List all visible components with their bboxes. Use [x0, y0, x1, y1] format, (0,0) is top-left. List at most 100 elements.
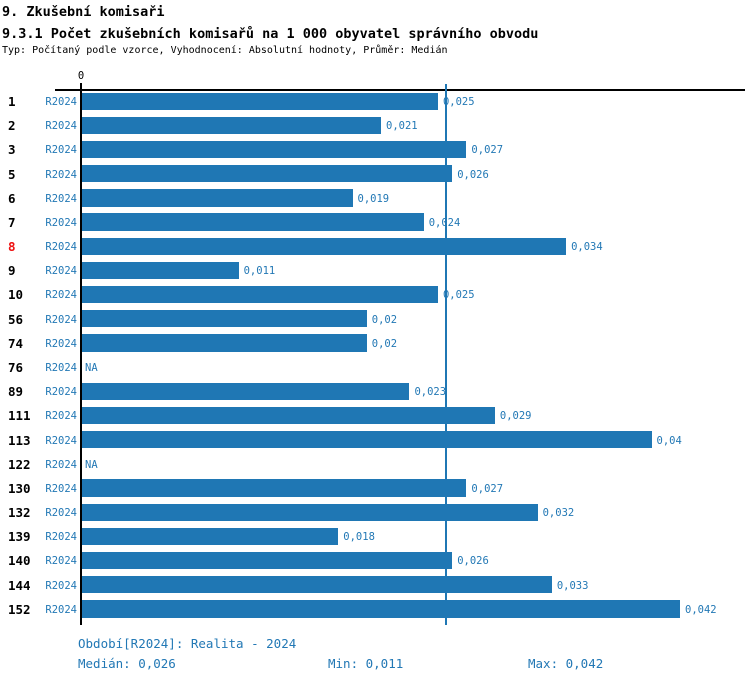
footer-period: Období[R2024]: Realita - 2024: [78, 636, 297, 651]
chart-row: 3 R2024 0,027: [0, 138, 750, 162]
footer-max: Max: 0,042: [528, 656, 604, 671]
row-period-label: R2024: [45, 144, 77, 157]
chart-row: 113 R2024 0,04: [0, 429, 750, 453]
value-bar: [82, 527, 339, 546]
bar-value-label: 0,025: [442, 289, 475, 302]
row-category-label: 9: [8, 263, 16, 279]
value-bar: [82, 406, 495, 425]
chart-row: 89 R2024 0,023: [0, 380, 750, 404]
chart-subtitle: 9.3.1 Počet zkušebních komisařů na 1 000…: [2, 26, 539, 42]
row-na-label: NA: [85, 458, 98, 471]
row-category-label: 74: [8, 335, 24, 351]
row-period-label: R2024: [45, 289, 77, 302]
bar-value-label: 0,023: [414, 386, 447, 399]
bar-value-label: 0,034: [571, 241, 603, 254]
row-category-label: 111: [8, 408, 31, 424]
bar-value-label: 0,029: [499, 410, 532, 423]
row-period-label: R2024: [45, 531, 77, 544]
chart-row: 10 R2024 0,025: [0, 283, 750, 307]
chart-row: 9 R2024 0,011: [0, 259, 750, 283]
chart-row: 74 R2024 0,02: [0, 332, 750, 356]
row-period-label: R2024: [45, 603, 77, 616]
value-bar: [82, 92, 438, 110]
row-category-label: 139: [8, 529, 31, 545]
value-bar: [82, 600, 680, 618]
row-category-label: 10: [8, 287, 24, 303]
footer-min: Min: 0,011: [328, 656, 404, 671]
axis-baseline: [80, 83, 82, 625]
row-category-label: 113: [8, 432, 31, 448]
row-period-label: R2024: [45, 216, 77, 229]
row-category-label: 130: [8, 480, 31, 496]
bar-value-label: 0,042: [685, 603, 717, 616]
axis-top-line: [55, 89, 745, 91]
chart-meta-info: Typ: Počítaný podle vzorce, Vyhodnocení:…: [2, 45, 448, 56]
row-period-label: R2024: [45, 555, 77, 568]
value-bar: [82, 116, 381, 134]
value-bar: [82, 165, 453, 183]
value-bar: [82, 310, 367, 328]
row-category-label: 140: [8, 553, 31, 569]
row-category-label: 132: [8, 505, 31, 521]
row-period-label: R2024: [45, 458, 77, 471]
bar-value-label: 0,018: [343, 531, 375, 544]
chart-row: 130 R2024 0,027: [0, 477, 750, 501]
chart-row: 139 R2024 0,018: [0, 525, 750, 549]
chart-row: 6 R2024 0,019: [0, 187, 750, 211]
chart-row: 2 R2024 0,021: [0, 114, 750, 138]
row-category-label: 6: [8, 190, 16, 206]
bar-value-label: 0,021: [386, 120, 418, 133]
chart-row: 111 R2024 0,029: [0, 404, 750, 428]
row-na-label: NA: [85, 361, 98, 374]
row-period-label: R2024: [45, 410, 77, 423]
row-category-label: 56: [8, 311, 24, 327]
axis-zero-tick-label: 0: [77, 70, 85, 82]
bar-value-label: 0,019: [357, 192, 390, 205]
value-bar: [82, 261, 239, 280]
chart-row: 144 R2024 0,033: [0, 574, 750, 598]
chart-title: 9. Zkušební komisaři: [2, 4, 165, 20]
row-category-label: 76: [8, 359, 24, 375]
bar-value-label: 0,027: [471, 144, 504, 157]
chart-row: 152 R2024 0,042: [0, 598, 750, 622]
row-category-label: 1: [8, 94, 16, 109]
value-bar: [82, 431, 652, 449]
chart-row: 56 R2024 0,02: [0, 308, 750, 332]
row-category-label: 2: [8, 118, 16, 134]
chart-row: 1 R2024 0,025: [0, 90, 750, 114]
row-category-label: 7: [8, 214, 16, 230]
chart-row: 5 R2024 0,026: [0, 163, 750, 187]
row-period-label: R2024: [45, 120, 77, 133]
row-period-label: R2024: [45, 507, 77, 520]
row-period-label: R2024: [45, 241, 77, 254]
bar-value-label: 0,02: [371, 337, 398, 350]
footer-median: Medián: 0,026: [78, 656, 176, 671]
chart-row: 8 R2024 0,034: [0, 235, 750, 259]
bar-value-label: 0,04: [656, 434, 682, 447]
chart-row: 122 R2024 NA: [0, 453, 750, 477]
row-period-label: R2024: [45, 192, 77, 205]
bar-value-label: 0,027: [471, 482, 504, 495]
value-bar: [82, 576, 552, 594]
row-category-label: 144: [8, 577, 31, 593]
row-category-label: 122: [8, 456, 31, 472]
row-period-label: R2024: [45, 579, 77, 592]
chart-row: 76 R2024 NA: [0, 356, 750, 380]
row-period-label: R2024: [45, 168, 77, 181]
bar-value-label: 0,011: [243, 265, 276, 278]
row-category-label: 89: [8, 384, 24, 400]
chart-row: 140 R2024 0,026: [0, 549, 750, 573]
value-bar: [82, 285, 438, 304]
value-bar: [82, 551, 453, 570]
value-bar: [82, 140, 467, 159]
chart-row: 132 R2024 0,032: [0, 501, 750, 525]
value-bar: [82, 213, 424, 231]
value-bar: [82, 382, 410, 400]
row-period-label: R2024: [45, 386, 77, 399]
value-bar: [82, 189, 353, 207]
row-period-label: R2024: [45, 434, 77, 447]
bar-value-label: 0,02: [371, 313, 398, 326]
row-period-label: R2024: [45, 482, 77, 495]
chart-row: 7 R2024 0,024: [0, 211, 750, 235]
row-period-label: R2024: [45, 361, 77, 374]
